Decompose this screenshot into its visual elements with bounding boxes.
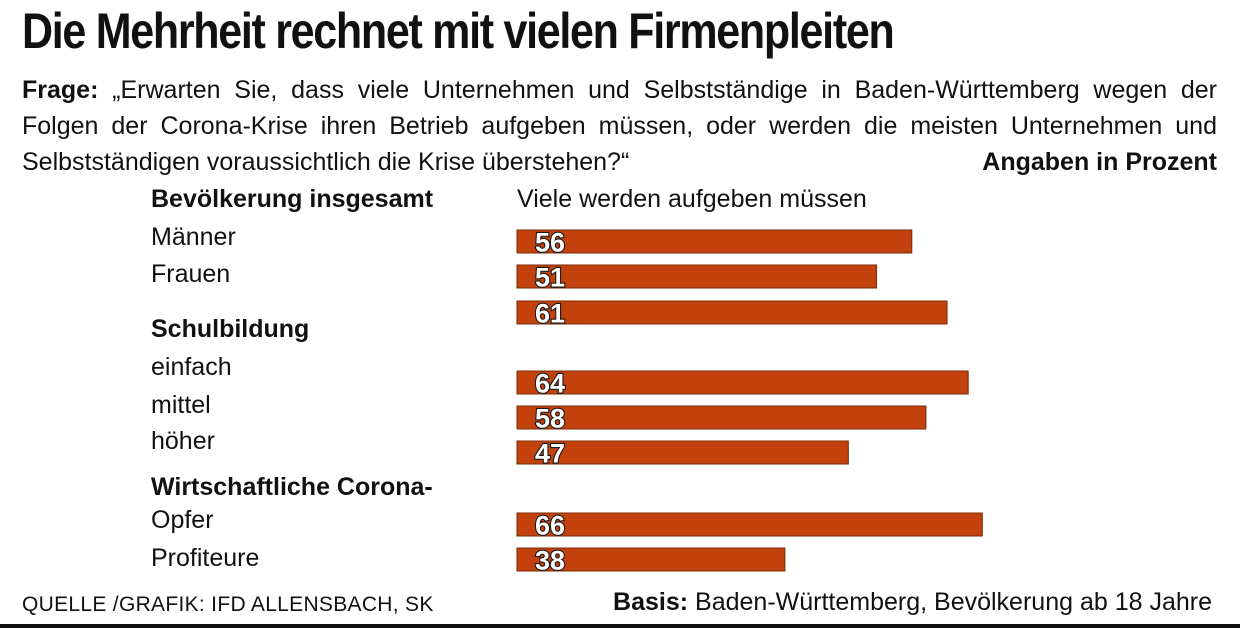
basis-label: Basis:	[613, 588, 689, 616]
basis-note: Basis: Baden-Württemberg, Bevölkerung ab…	[613, 588, 1212, 617]
row-label-einfach: einfach	[151, 353, 232, 381]
row-label-frauen: Frauen	[151, 260, 231, 288]
bar-value-label: 61	[535, 299, 565, 329]
question-body: „Erwarten Sie, dass viele Unternehmen un…	[22, 76, 1217, 176]
bar-1-2	[516, 440, 849, 465]
bar-value-label: 58	[535, 404, 565, 434]
bar-value-label: 38	[535, 546, 565, 576]
chart-title: Die Mehrheit rechnet mit vielen Firmenpl…	[22, 3, 895, 59]
group-heading-population: Bevölkerung insgesamt	[151, 185, 434, 213]
bar-value-label: 64	[535, 369, 565, 399]
group-heading-schulbildung: Schulbildung	[151, 315, 310, 343]
bar-value-label: 56	[535, 228, 565, 258]
row-label-maenner: Männer	[151, 223, 236, 251]
unit-note: Angaben in Prozent	[982, 148, 1217, 176]
question-label: Frage:	[22, 76, 99, 104]
bar-value-label: 66	[535, 511, 565, 541]
row-label-opfer: Opfer	[151, 506, 214, 534]
bar-1-0	[516, 370, 969, 395]
row-label-profiteure: Profiteure	[151, 544, 260, 572]
row-label-mittel: mittel	[151, 391, 211, 419]
source-note: QUELLE /GRAFIK: IFD ALLENSBACH, SK	[22, 593, 434, 616]
series-label: Viele werden aufgeben müssen	[517, 185, 867, 213]
row-label-hoeher: höher	[151, 427, 215, 455]
question-text: Frage: „Erwarten Sie, dass viele Unterne…	[22, 72, 1217, 180]
bar-2-1	[516, 547, 786, 572]
bar-0-0	[516, 229, 913, 254]
bar-0-2	[516, 300, 948, 325]
basis-text: Baden-Württemberg, Bevölkerung ab 18 Jah…	[695, 588, 1212, 616]
bottom-rule	[0, 624, 1240, 628]
bar-value-label: 47	[535, 439, 565, 469]
bar-1-1	[516, 405, 927, 430]
bar-2-0	[516, 512, 983, 537]
group-heading-corona: Wirtschaftliche Corona-	[151, 473, 433, 501]
bar-value-label: 51	[535, 263, 565, 293]
bar-0-1	[516, 264, 878, 289]
